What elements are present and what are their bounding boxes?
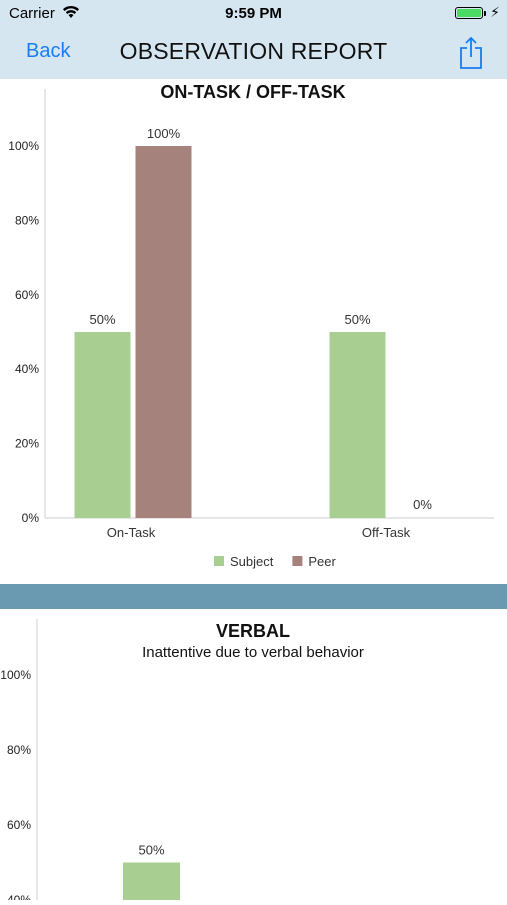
verbal-chart: VERBAL Inattentive due to verbal behavior… xyxy=(0,619,364,905)
battery-tip xyxy=(484,11,486,16)
bar-value-label: 0% xyxy=(413,497,432,512)
y-tick-label: 60% xyxy=(7,818,31,832)
section-divider xyxy=(0,584,507,609)
on-off-task-chart-panel: ON-TASK / OFF-TASK 0% 20% 40% 60% 80% 100% 50% 1… xyxy=(0,79,507,584)
legend-swatch-subject xyxy=(214,556,224,566)
bar-value-label: 50% xyxy=(89,312,115,327)
bar-value-label: 100% xyxy=(147,126,181,141)
legend-label-subject: Subject xyxy=(230,554,274,569)
page-title: OBSERVATION REPORT xyxy=(119,38,388,64)
charging-bolt-icon: ⚡ xyxy=(490,4,500,20)
bar-subject-verbal xyxy=(123,862,180,900)
bar-subject-off-task xyxy=(329,332,386,518)
y-tick-label: 100% xyxy=(8,139,39,153)
on-off-task-chart: ON-TASK / OFF-TASK 0% 20% 40% 60% 80% 100% 50% 1… xyxy=(8,82,494,569)
bar-value-label: 50% xyxy=(138,843,164,858)
share-icon[interactable] xyxy=(458,36,484,70)
y-tick-label: 20% xyxy=(15,437,39,451)
x-tick-label: On-Task xyxy=(107,525,156,540)
status-bar: Carrier 9:59 PM ⚡ xyxy=(0,0,507,28)
x-tick-label: Off-Task xyxy=(362,525,411,540)
chart-subtitle: Inattentive due to verbal behavior xyxy=(142,644,364,661)
y-tick-label: 80% xyxy=(7,743,31,757)
legend-swatch-peer xyxy=(292,556,303,566)
status-time: 9:59 PM xyxy=(225,5,282,22)
carrier-label: Carrier xyxy=(9,5,55,22)
y-tick-label: 40% xyxy=(15,362,39,376)
legend-label-peer: Peer xyxy=(308,554,336,569)
chart-title: VERBAL xyxy=(216,621,290,641)
battery-icon xyxy=(455,7,483,19)
back-button[interactable]: Back xyxy=(26,40,71,62)
bar-value-label: 50% xyxy=(344,312,370,327)
bar-peer-on-task xyxy=(135,146,192,518)
y-tick-label: 60% xyxy=(15,288,39,302)
y-tick-label: 100% xyxy=(0,668,31,682)
navigation-bar: Back OBSERVATION REPORT xyxy=(0,28,507,80)
wifi-icon xyxy=(62,5,80,23)
chart-title: ON-TASK / OFF-TASK xyxy=(160,82,345,102)
verbal-chart-panel: VERBAL Inattentive due to verbal behavior… xyxy=(0,609,507,905)
y-tick-label: 80% xyxy=(15,213,39,227)
y-tick-label: 0% xyxy=(22,511,40,525)
bar-subject-on-task xyxy=(74,332,131,518)
y-tick-label: 40% xyxy=(7,893,31,900)
